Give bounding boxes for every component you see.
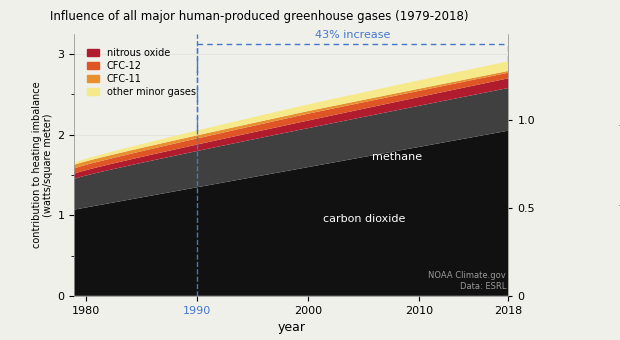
Y-axis label: contribution to heating imbalance
(watts/square meter): contribution to heating imbalance (watts… xyxy=(32,82,53,248)
Y-axis label: annual greenhouse gas index
(relative to 1990): annual greenhouse gas index (relative to… xyxy=(618,92,620,237)
Text: NOAA Climate.gov
Data: ESRL: NOAA Climate.gov Data: ESRL xyxy=(428,271,506,291)
Text: carbon dioxide: carbon dioxide xyxy=(322,214,405,224)
Text: methane: methane xyxy=(372,152,422,162)
X-axis label: year: year xyxy=(277,321,306,334)
Legend: nitrous oxide, CFC-12, CFC-11, other minor gases: nitrous oxide, CFC-12, CFC-11, other min… xyxy=(84,44,200,101)
Text: Influence of all major human-produced greenhouse gases (1979-2018): Influence of all major human-produced gr… xyxy=(50,10,468,23)
Text: 43% increase: 43% increase xyxy=(315,31,391,40)
